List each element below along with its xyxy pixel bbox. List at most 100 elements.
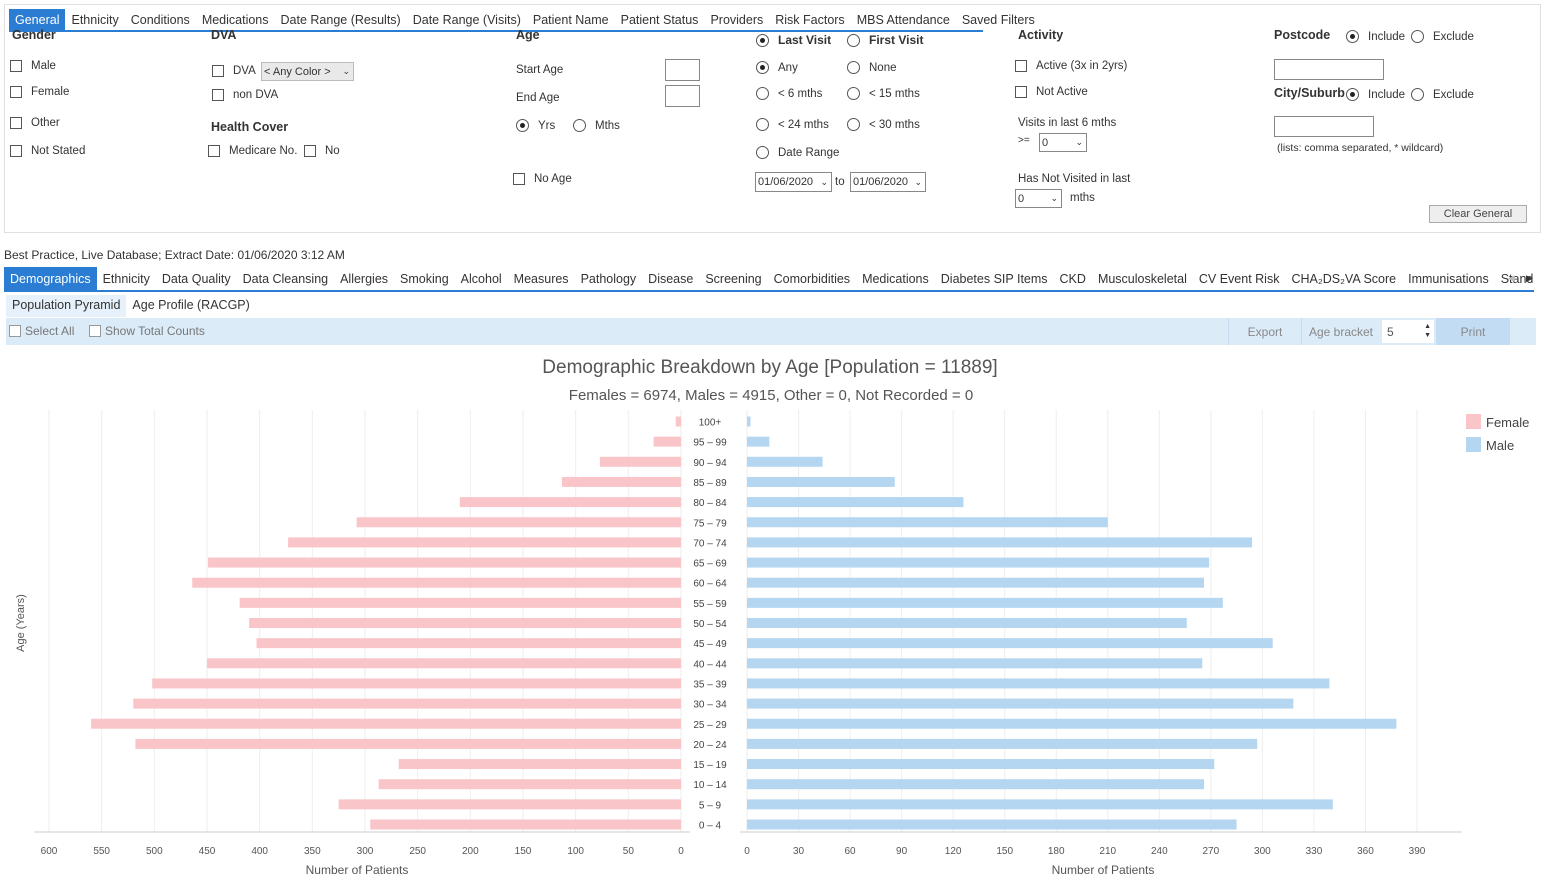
visit-any-radio[interactable]: Any (756, 61, 798, 74)
checkbox-box[interactable] (9, 325, 21, 337)
radio-button[interactable] (847, 61, 860, 74)
female-bar[interactable] (561, 476, 681, 487)
report-tab-ethnicity[interactable]: Ethnicity (102, 272, 150, 286)
radio-button[interactable] (516, 119, 529, 132)
male-bar[interactable] (747, 517, 1108, 528)
report-tab-alcohol[interactable]: Alcohol (460, 272, 502, 286)
female-bar[interactable] (599, 456, 681, 467)
male-bar[interactable] (747, 738, 1258, 749)
postcode-exclude-radio[interactable]: Exclude (1411, 30, 1474, 43)
visit-none-radio[interactable]: None (847, 61, 897, 74)
legend-female-label[interactable]: Female (1486, 415, 1529, 430)
report-tab-smoking[interactable]: Smoking (400, 272, 449, 286)
male-bar[interactable] (747, 618, 1187, 628)
female-bar[interactable] (338, 799, 681, 810)
checkbox-box[interactable] (1015, 60, 1027, 72)
checkbox-box[interactable] (212, 65, 224, 77)
checkbox-box[interactable] (10, 60, 22, 72)
radio-button[interactable] (756, 146, 769, 159)
male-bar[interactable] (747, 819, 1237, 830)
city-input[interactable] (1274, 116, 1374, 137)
visit-lt30-radio[interactable]: < 30 mths (847, 118, 920, 131)
radio-button[interactable] (756, 118, 769, 131)
visit-lt6-radio[interactable]: < 6 mths (756, 87, 822, 100)
visit-lt24-radio[interactable]: < 24 mths (756, 118, 829, 131)
legend-male-label[interactable]: Male (1486, 438, 1514, 453)
not-active-checkbox[interactable]: Not Active (1015, 86, 1088, 98)
age-yrs-radio[interactable]: Yrs (516, 119, 555, 132)
medicare-checkbox[interactable]: Medicare No. (208, 145, 297, 157)
male-bar[interactable] (747, 779, 1204, 790)
male-bar[interactable] (747, 456, 823, 467)
report-tab-screening[interactable]: Screening (705, 272, 762, 286)
start-age-input[interactable] (665, 59, 700, 81)
female-bar[interactable] (459, 497, 681, 508)
select-all-checkbox[interactable]: Select All (9, 324, 74, 338)
no-age-checkbox[interactable]: No Age (513, 173, 572, 185)
checkbox-box[interactable] (1015, 86, 1027, 98)
report-tab-data-quality[interactable]: Data Quality (161, 272, 231, 286)
male-bar[interactable] (747, 698, 1294, 709)
female-bar[interactable] (675, 416, 681, 427)
tab-saved-filters[interactable]: Saved Filters (961, 13, 1035, 27)
radio-button[interactable] (573, 119, 586, 132)
female-bar[interactable] (192, 577, 681, 588)
end-age-input[interactable] (665, 85, 700, 107)
female-bar[interactable] (152, 678, 681, 689)
first-visit-radio[interactable]: First Visit (847, 33, 923, 47)
last-visit-radio[interactable]: Last Visit (756, 33, 831, 47)
tab-mbs-attendance[interactable]: MBS Attendance (856, 13, 950, 27)
checkbox-box[interactable] (208, 145, 220, 157)
male-bar[interactable] (747, 476, 895, 487)
male-bar[interactable] (747, 658, 1203, 669)
radio-button[interactable] (756, 33, 769, 47)
tab-patient-name[interactable]: Patient Name (532, 13, 609, 27)
female-bar[interactable] (653, 436, 681, 447)
tab-general[interactable]: General (9, 9, 66, 30)
checkbox-box[interactable] (212, 89, 224, 101)
report-tab-disease[interactable]: Disease (648, 272, 694, 286)
gender-male-checkbox[interactable]: Male (10, 60, 56, 72)
female-bar[interactable] (135, 738, 681, 749)
report-tab-musculoskeletal[interactable]: Musculoskeletal (1097, 272, 1187, 286)
tab-risk-factors[interactable]: Risk Factors (775, 13, 845, 27)
male-bar[interactable] (747, 759, 1215, 770)
export-button[interactable]: Export (1228, 318, 1302, 345)
male-bar[interactable] (747, 537, 1253, 548)
female-bar[interactable] (256, 638, 681, 649)
tab-conditions[interactable]: Conditions (130, 13, 190, 27)
checkbox-box[interactable] (10, 145, 22, 157)
sub-tab-population-pyramid[interactable]: Population Pyramid (6, 295, 127, 317)
age-mths-radio[interactable]: Mths (573, 119, 620, 132)
visits-count-select[interactable]: 0 ⌄ (1039, 133, 1087, 152)
legend-male-swatch[interactable] (1466, 437, 1481, 452)
report-tab-comorbidities[interactable]: Comorbidities (773, 272, 851, 286)
radio-button[interactable] (1411, 30, 1424, 43)
male-bar[interactable] (747, 577, 1204, 588)
female-bar[interactable] (207, 658, 681, 669)
report-tab-data-cleansing[interactable]: Data Cleansing (242, 272, 329, 286)
visit-to-date[interactable]: 01/06/2020 ⌄ (850, 172, 926, 192)
show-total-counts-checkbox[interactable]: Show Total Counts (89, 324, 205, 338)
tab-providers[interactable]: Providers (710, 13, 764, 27)
not-visited-select[interactable]: 0 ⌄ (1015, 189, 1062, 208)
report-tab-pathology[interactable]: Pathology (580, 272, 637, 286)
checkbox-box[interactable] (304, 145, 316, 157)
radio-button[interactable] (756, 61, 769, 74)
visit-date-range-radio[interactable]: Date Range (756, 146, 839, 159)
visit-from-date[interactable]: 01/06/2020 ⌄ (755, 172, 832, 192)
radio-button[interactable] (1346, 30, 1359, 43)
tab-patient-status[interactable]: Patient Status (620, 13, 699, 27)
sub-tab-age-profile-racgp[interactable]: Age Profile (RACGP) (132, 298, 250, 312)
legend-female-swatch[interactable] (1466, 414, 1481, 429)
male-bar[interactable] (747, 638, 1273, 649)
age-bracket-spinner[interactable]: 5 ▲ ▼ (1382, 320, 1434, 343)
scroll-left-icon[interactable]: ◀ (1508, 273, 1515, 283)
active-checkbox[interactable]: Active (3x in 2yrs) (1015, 60, 1127, 72)
female-bar[interactable] (249, 618, 681, 628)
checkbox-box[interactable] (89, 325, 101, 337)
female-bar[interactable] (288, 537, 681, 548)
male-bar[interactable] (747, 718, 1397, 729)
report-tab-medications[interactable]: Medications (862, 272, 929, 286)
gender-not-stated-checkbox[interactable]: Not Stated (10, 145, 85, 157)
